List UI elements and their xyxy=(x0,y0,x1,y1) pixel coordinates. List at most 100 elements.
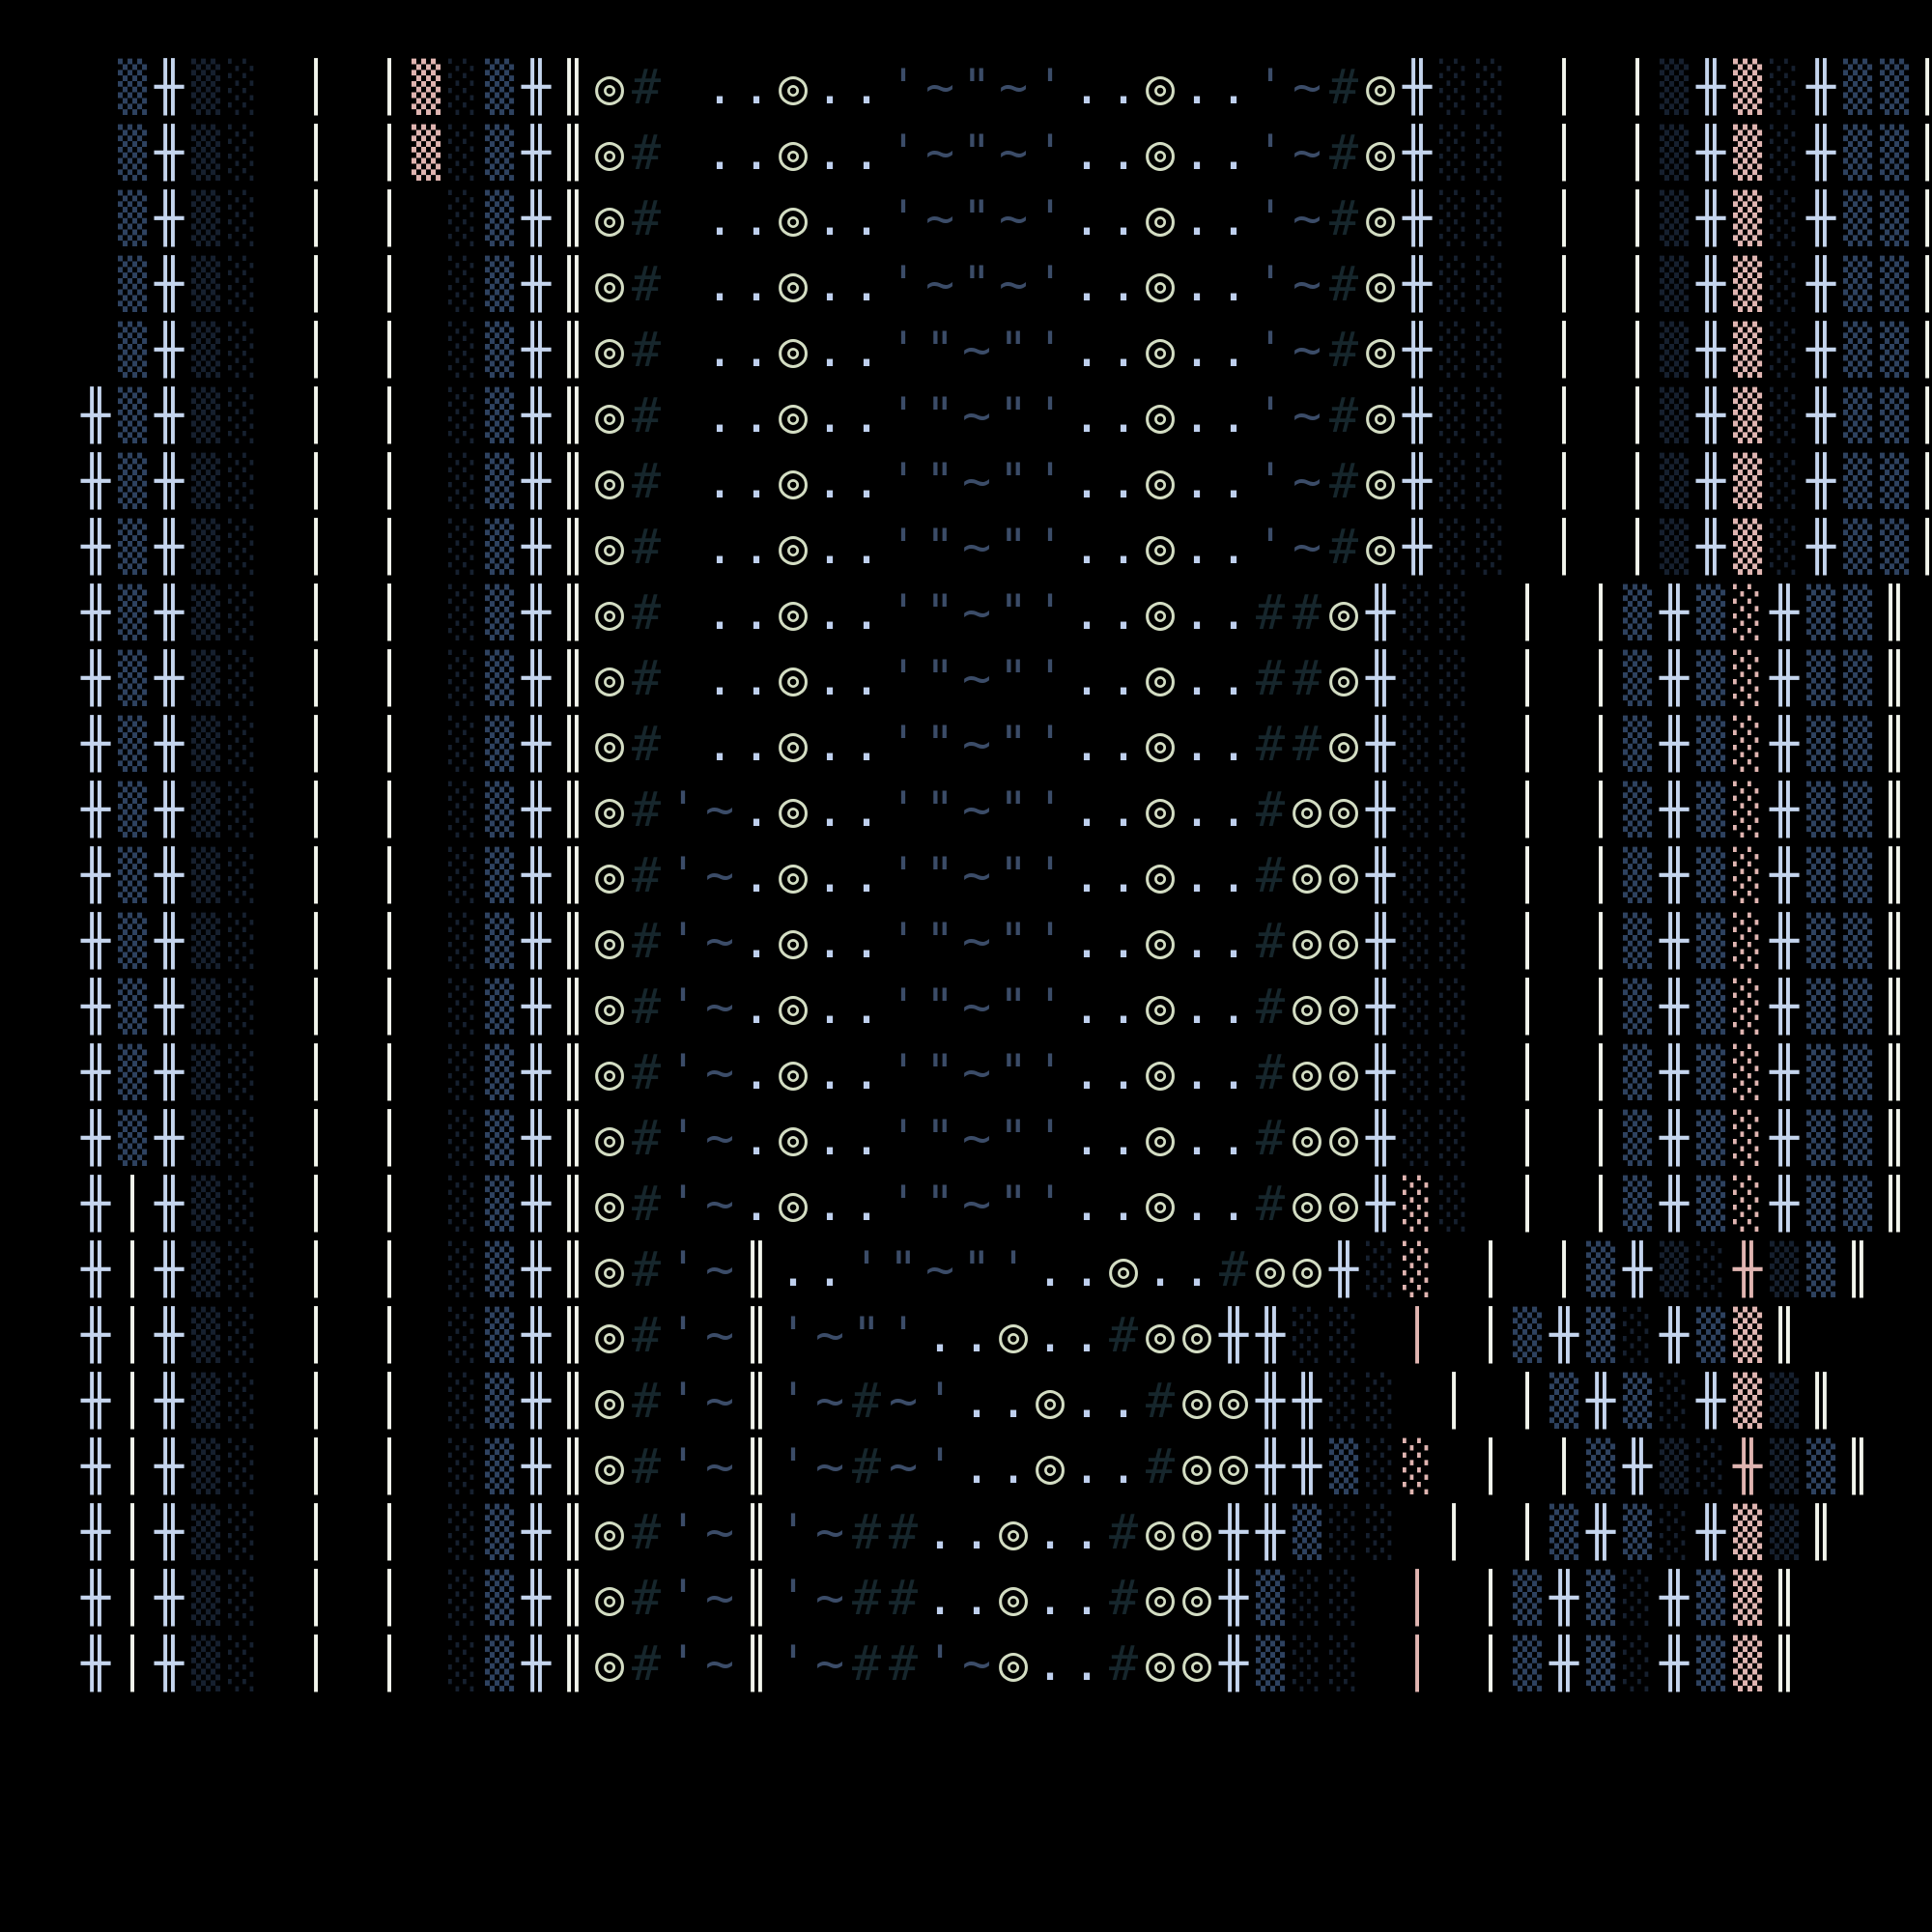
glyph-cell: ◎ xyxy=(1328,716,1359,772)
glyph-cell: ░ xyxy=(447,650,478,706)
glyph-cell: . xyxy=(1218,387,1249,443)
glyph-cell: ▒ xyxy=(1842,59,1873,115)
glyph-cell: . xyxy=(1071,781,1102,838)
glyph-cell: ▒ xyxy=(1769,1241,1800,1297)
glyph-cell: . xyxy=(814,256,845,312)
glyph-cell: ' xyxy=(668,1438,698,1494)
glyph-cell: . xyxy=(961,1504,992,1560)
glyph-cell: # xyxy=(1328,256,1359,312)
glyph-cell: ▒ xyxy=(484,847,515,903)
glyph-cell: . xyxy=(1071,1176,1102,1232)
glyph-cell: ║ xyxy=(741,1373,772,1429)
glyph-cell xyxy=(261,448,298,514)
glyph-cell: │ xyxy=(374,650,405,706)
glyph-cell: . xyxy=(1071,256,1102,312)
glyph-cell: ░ xyxy=(1695,1438,1726,1494)
glyph-cell: " xyxy=(888,1241,919,1297)
glyph-cell xyxy=(261,383,298,448)
glyph-cell: ~ xyxy=(924,59,955,115)
glyph-cell: │ xyxy=(374,59,405,115)
glyph-cell: ║ xyxy=(557,1176,588,1232)
glyph-cell: # xyxy=(631,1110,662,1166)
glyph-cell: │ xyxy=(300,1110,331,1166)
glyph-cell: ▒ xyxy=(190,650,221,706)
glyph-row: ╫ │ ╫ ▒ ░ │ │ ░ ▒ ╫ ║ ◎ # ' ~. ◎.. ' " ~ " '.. ◎.. # ◎ ◎ ╫ ░ ░ │… xyxy=(77,1171,1932,1236)
glyph-cell: ▒ xyxy=(1842,125,1873,181)
glyph-cell: │ xyxy=(1548,453,1579,509)
glyph-cell: ╫ xyxy=(521,453,552,509)
glyph-cell: │ xyxy=(1402,1635,1433,1691)
glyph-cell: ░ xyxy=(227,1373,258,1429)
glyph-cell: ' xyxy=(998,1241,1029,1297)
glyph-cell: ╫ xyxy=(154,125,185,181)
glyph-cell: ▒ xyxy=(1805,847,1836,903)
glyph-cell: . xyxy=(1071,1241,1102,1297)
glyph-cell: ▒ xyxy=(190,125,221,181)
glyph-cell: # xyxy=(1255,650,1286,706)
glyph-cell xyxy=(1546,1171,1582,1236)
glyph-cell: . xyxy=(1181,847,1212,903)
glyph-cell: ░ xyxy=(447,1570,478,1626)
glyph-cell: ' xyxy=(1255,190,1286,246)
glyph-cell: . xyxy=(1218,190,1249,246)
glyph-cell: . xyxy=(741,1044,772,1100)
glyph-cell: # xyxy=(631,1635,662,1691)
glyph-cell: ░ xyxy=(1732,716,1763,772)
glyph-cell: ◎ xyxy=(594,847,625,903)
glyph-cell: . xyxy=(1071,59,1102,115)
glyph-cell: . xyxy=(814,322,845,378)
glyph-cell: ▒ xyxy=(1622,1504,1653,1560)
glyph-cell: ╫ xyxy=(1659,650,1690,706)
glyph-cell: ╫ xyxy=(154,59,185,115)
glyph-cell: . xyxy=(704,716,735,772)
glyph-cell: # xyxy=(1255,979,1286,1035)
glyph-cell: ' xyxy=(1255,519,1286,575)
glyph-cell: ' xyxy=(1035,979,1065,1035)
glyph-cell: ░ xyxy=(1438,979,1469,1035)
glyph-cell: . xyxy=(814,387,845,443)
glyph-cell: ║ xyxy=(1879,913,1910,969)
glyph-cell: " xyxy=(998,979,1029,1035)
glyph-cell: ◎ xyxy=(594,59,625,115)
glyph-cell: ╫ xyxy=(1365,781,1396,838)
glyph-cell: . xyxy=(778,1241,809,1297)
glyph-cell: . xyxy=(814,650,845,706)
glyph-cell: ~ xyxy=(814,1635,845,1691)
glyph-cell: . xyxy=(741,1176,772,1232)
glyph-cell xyxy=(1509,317,1546,383)
glyph-cell: ╫ xyxy=(80,1241,111,1297)
glyph-cell xyxy=(665,251,701,317)
glyph-cell: ~ xyxy=(1292,453,1322,509)
glyph-cell: ◎ xyxy=(998,1307,1029,1363)
glyph-cell: ║ xyxy=(1769,1307,1800,1363)
glyph-cell: │ xyxy=(300,650,331,706)
glyph-cell: ░ xyxy=(1732,1110,1763,1166)
glyph-cell: ' xyxy=(1035,1176,1065,1232)
glyph-cell xyxy=(665,54,701,120)
glyph-cell: ' xyxy=(1035,125,1065,181)
glyph-cell: # xyxy=(851,1504,882,1560)
glyph-cell: " xyxy=(924,387,955,443)
glyph-cell: ' xyxy=(888,650,919,706)
glyph-cell: ▒ xyxy=(1659,256,1690,312)
glyph-cell: . xyxy=(1071,1110,1102,1166)
glyph-cell: ' xyxy=(888,387,919,443)
glyph-cell: " xyxy=(998,1044,1029,1100)
glyph-cell: . xyxy=(851,847,882,903)
glyph-cell: . xyxy=(704,256,735,312)
glyph-cell: │ xyxy=(1548,519,1579,575)
glyph-cell: ║ xyxy=(741,1241,772,1297)
glyph-cell: . xyxy=(814,190,845,246)
glyph-cell: ~ xyxy=(961,716,992,772)
glyph-cell: ░ xyxy=(1475,59,1506,115)
glyph-cell: . xyxy=(1181,716,1212,772)
glyph-cell: ║ xyxy=(1805,1373,1836,1429)
glyph-cell: . xyxy=(961,1438,992,1494)
glyph-cell: . xyxy=(814,716,845,772)
glyph-cell: ╫ xyxy=(154,584,185,640)
glyph-cell xyxy=(334,383,371,448)
glyph-cell: ╫ xyxy=(1218,1635,1249,1691)
glyph-cell: ╫ xyxy=(154,1570,185,1626)
glyph-cell: . xyxy=(1108,59,1139,115)
glyph-cell: ◎ xyxy=(594,716,625,772)
